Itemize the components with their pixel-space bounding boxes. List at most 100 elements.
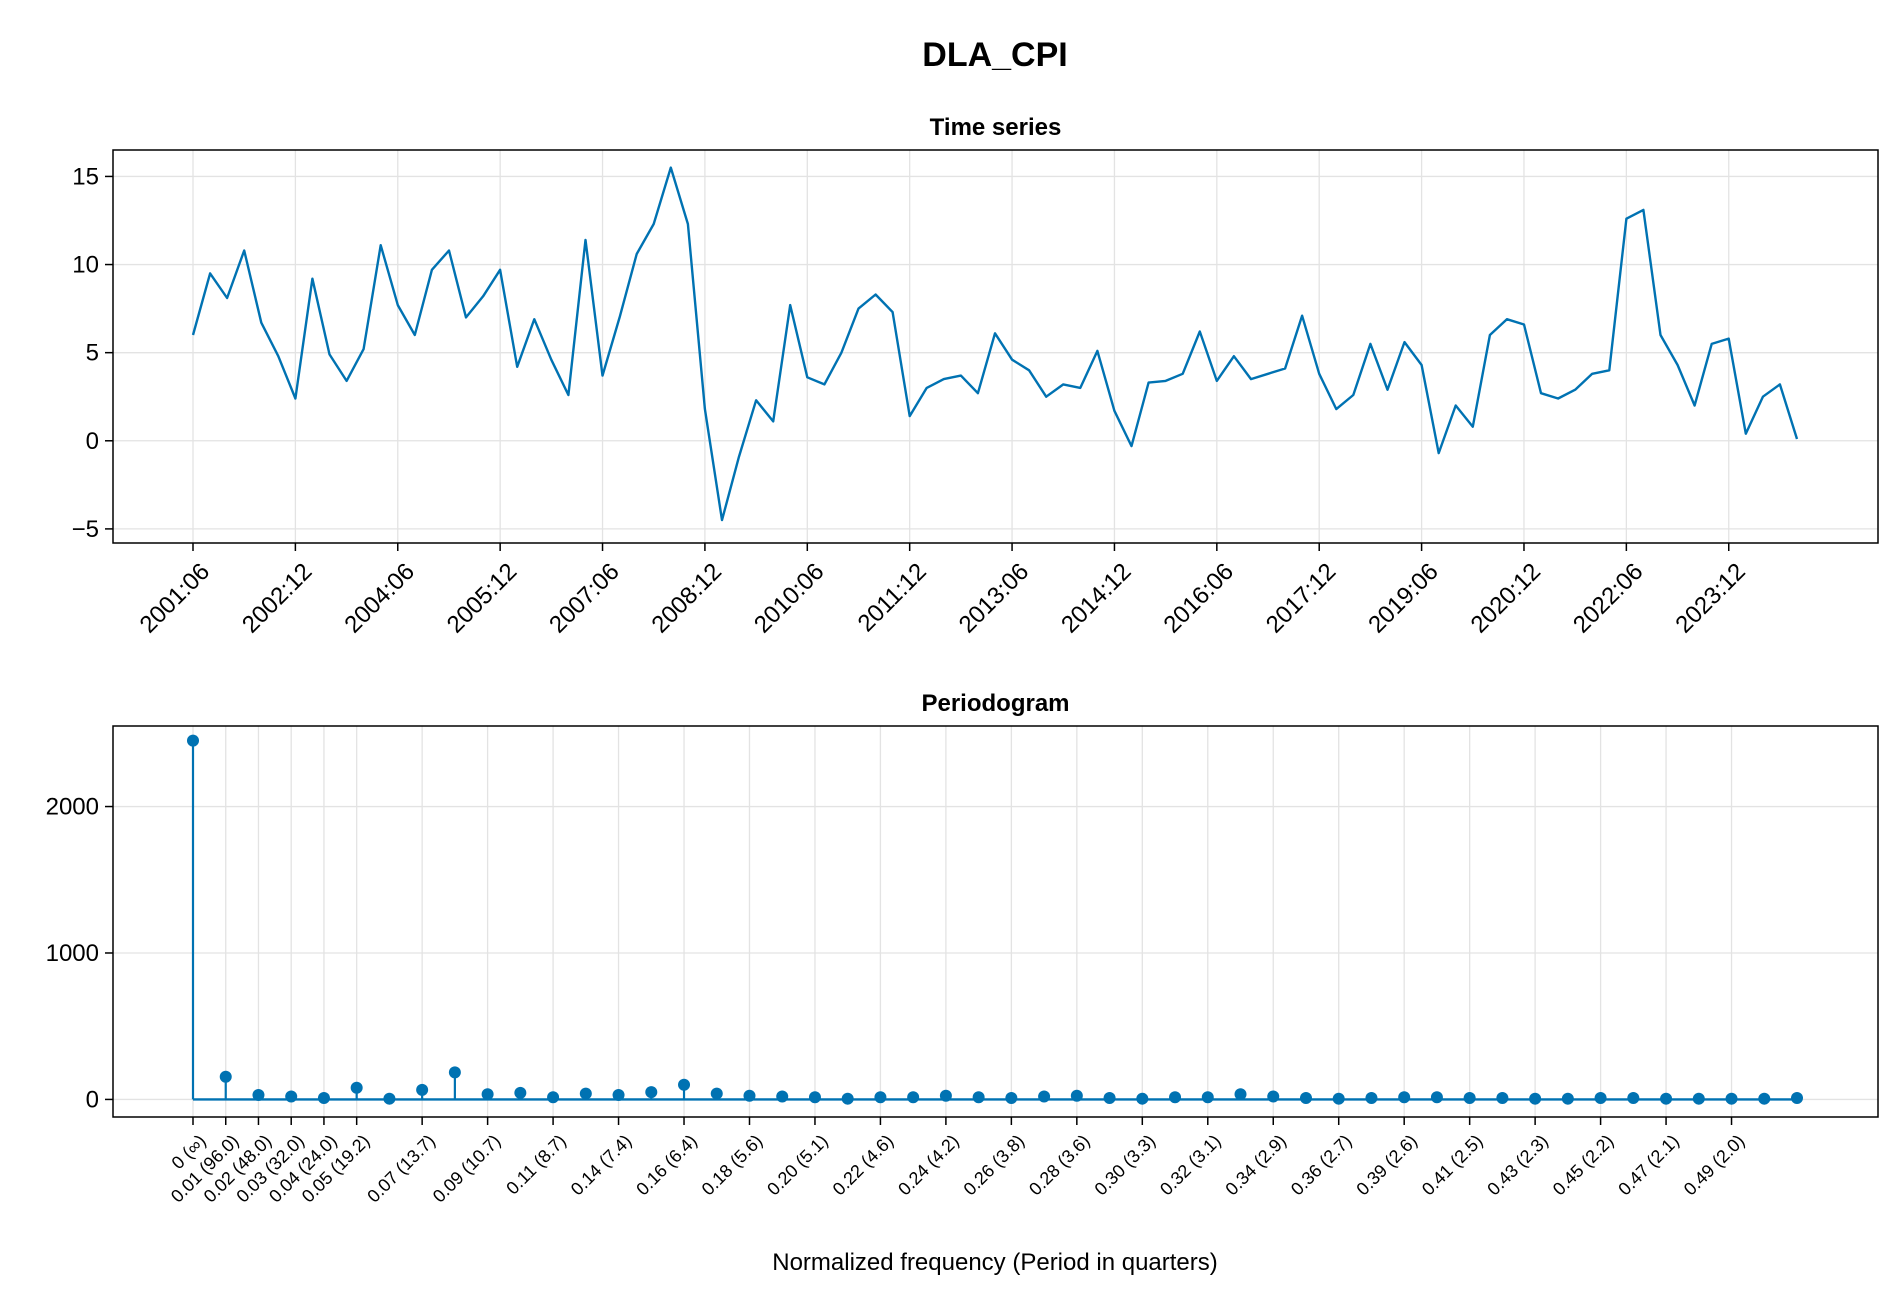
pg-point (383, 1092, 396, 1105)
pg-point (1201, 1091, 1214, 1104)
pg-point (1398, 1091, 1411, 1104)
pg-x-tick-label: 0.14 (7.4) (567, 1131, 636, 1200)
pg-x-tick-label: 0.49 (2.0) (1680, 1131, 1749, 1200)
pg-x-tick-label: 0.43 (2.3) (1483, 1131, 1552, 1200)
pg-x-tick-label: 0.39 (2.6) (1352, 1131, 1421, 1200)
pg-point (350, 1081, 363, 1094)
ts-x-tick-label: 2004:06 (339, 558, 419, 638)
ts-x-tick-label: 2014:12 (1056, 558, 1136, 638)
pg-point (612, 1089, 625, 1102)
ts-y-tick-label: 10 (72, 252, 99, 279)
ts-series-line (191, 166, 1799, 522)
pg-x-tick-label: 0.18 (5.6) (698, 1131, 767, 1200)
pg-point (1692, 1092, 1705, 1105)
pg-x-axis-label: Normalized frequency (Period in quarters… (772, 1249, 1218, 1276)
pg-point (1234, 1088, 1247, 1101)
pg-point (416, 1083, 429, 1096)
pg-point (1430, 1091, 1443, 1104)
ts-x-tick-label: 2020:12 (1466, 558, 1546, 638)
pg-point (1594, 1091, 1607, 1104)
pg-point (874, 1091, 887, 1104)
ts-x-tick-label: 2023:12 (1670, 558, 1750, 638)
pg-point (1136, 1092, 1149, 1105)
pg-point (1070, 1089, 1083, 1102)
pg-point (1725, 1092, 1738, 1105)
pg-x-tick-label: 0.30 (3.3) (1091, 1131, 1160, 1200)
pg-point (187, 734, 199, 747)
time-series-title: Time series (930, 114, 1062, 141)
pg-point (1529, 1092, 1542, 1105)
ts-plot-frame (112, 149, 1879, 544)
ts-x-tick-label: 2022:06 (1568, 558, 1648, 638)
periodogram-title: Periodogram (921, 690, 1069, 717)
pg-x-tick-label: 0.09 (10.7) (429, 1131, 505, 1207)
pg-point (710, 1087, 723, 1100)
ts-y-tick-label: 0 (86, 428, 99, 455)
pg-x-tick-label: 0.11 (8.7) (502, 1131, 570, 1199)
pg-point (1791, 1091, 1803, 1104)
pg-x-tick-label: 0.20 (5.1) (763, 1131, 832, 1200)
figure-title: DLA_CPI (922, 36, 1067, 74)
pg-point (776, 1090, 789, 1103)
pg-x-tick-label: 0.32 (3.1) (1156, 1131, 1225, 1200)
ts-y-tick-label: 15 (72, 163, 99, 190)
pg-x-tick-label: 0.41 (2.5) (1418, 1131, 1487, 1200)
pg-point (252, 1089, 265, 1102)
pg-x-tick-label: 0.28 (3.6) (1025, 1131, 1094, 1200)
ts-x-tick-label: 2008:12 (647, 558, 727, 638)
pg-point (1038, 1090, 1051, 1103)
pg-point (841, 1092, 854, 1105)
pg-x-tick-label: 0.24 (4.2) (894, 1131, 963, 1200)
pg-x-tick-label: 0.07 (13.7) (363, 1131, 439, 1207)
ts-x-tick-label: 2019:06 (1363, 558, 1443, 638)
ts-x-tick-label: 2017:12 (1261, 558, 1341, 638)
pg-point (678, 1078, 691, 1091)
pg-point (1496, 1091, 1509, 1104)
pg-point (907, 1091, 920, 1104)
pg-point (1758, 1092, 1771, 1105)
pg-point (1169, 1091, 1182, 1104)
ts-x-tick-label: 2011:12 (853, 558, 932, 637)
pg-point (1103, 1091, 1116, 1104)
ts-y-tick-label: 5 (86, 340, 99, 367)
pg-x-tick-label: 0.45 (2.2) (1549, 1131, 1618, 1200)
pg-y-tick-label: 0 (86, 1086, 99, 1113)
pg-y-tick-label: 1000 (46, 940, 99, 967)
pg-point (1267, 1090, 1280, 1103)
pg-point (1365, 1091, 1378, 1104)
pg-x-tick-label: 0.22 (4.6) (829, 1131, 898, 1200)
pg-x-tick-label: 0.34 (2.9) (1221, 1131, 1290, 1200)
ts-x-tick-label: 2016:06 (1159, 558, 1239, 638)
pg-x-tick-label: 0.26 (3.8) (960, 1131, 1029, 1200)
pg-y-tick-label: 2000 (46, 794, 99, 821)
pg-point (743, 1089, 756, 1102)
ts-x-tick-label: 2007:06 (544, 558, 624, 638)
pg-point (481, 1088, 494, 1101)
pg-point (1463, 1091, 1476, 1104)
pg-point (219, 1070, 232, 1083)
pg-point (808, 1091, 821, 1104)
pg-point (645, 1086, 658, 1099)
ts-x-tick-label: 2005:12 (442, 558, 522, 638)
pg-point (285, 1090, 298, 1103)
pg-point (939, 1089, 952, 1102)
pg-point (1299, 1091, 1312, 1104)
pg-point (579, 1087, 592, 1100)
pg-point (514, 1086, 527, 1099)
pg-point (1627, 1091, 1640, 1104)
pg-point (448, 1066, 461, 1079)
ts-x-tick-label: 2002:12 (237, 558, 317, 638)
pg-x-tick-label: 0.36 (2.7) (1287, 1131, 1356, 1200)
ts-x-tick-label: 2010:06 (749, 558, 829, 638)
pg-plot-frame (112, 725, 1879, 1118)
ts-y-tick-label: −5 (72, 516, 99, 543)
pg-point (1332, 1092, 1345, 1105)
pg-point (1660, 1092, 1673, 1105)
pg-point (317, 1091, 330, 1104)
ts-x-tick-label: 2001:06 (135, 558, 215, 638)
pg-point (972, 1091, 985, 1104)
pg-x-tick-label: 0.47 (2.1) (1614, 1131, 1683, 1200)
